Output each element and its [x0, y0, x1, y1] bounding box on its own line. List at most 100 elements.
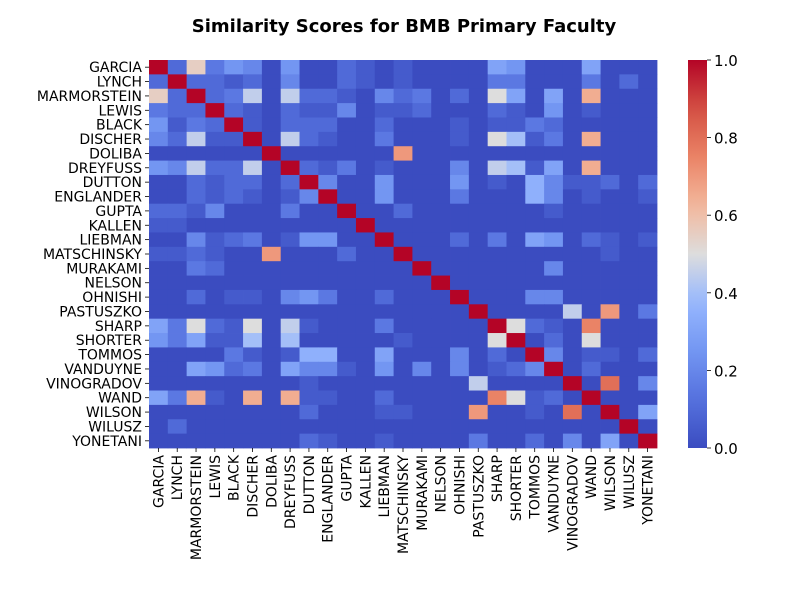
heatmap-cell — [149, 74, 169, 90]
heatmap-cell — [299, 390, 319, 406]
heatmap-cell — [261, 131, 282, 147]
heatmap-cell — [355, 203, 376, 219]
heatmap-cell — [299, 88, 319, 104]
heatmap-cell — [562, 189, 583, 205]
heatmap-cell — [450, 103, 470, 118]
heatmap-cell — [638, 275, 658, 291]
heatmap-cell — [468, 261, 489, 276]
heatmap-cell — [224, 146, 244, 161]
heatmap-cell — [337, 333, 357, 348]
heatmap-cell — [487, 232, 507, 248]
heatmap-cell — [431, 433, 451, 449]
x-tick-label: VINOGRADOV — [565, 455, 581, 551]
x-tick-label: YONETANI — [641, 455, 657, 526]
heatmap-cell — [468, 433, 489, 449]
heatmap-cell — [186, 246, 206, 262]
heatmap-cell — [224, 433, 244, 449]
heatmap-cell — [600, 318, 620, 334]
heatmap-cell — [638, 419, 658, 435]
heatmap-cell — [186, 261, 206, 276]
heatmap-cell — [224, 88, 244, 104]
heatmap-cell — [243, 203, 263, 219]
heatmap-cell — [638, 103, 658, 118]
heatmap-cell — [506, 246, 526, 262]
heatmap-cell — [487, 419, 507, 435]
heatmap-cell — [186, 232, 206, 248]
heatmap-cell — [487, 218, 507, 233]
heatmap-cell — [280, 419, 300, 435]
heatmap-cell — [544, 117, 564, 133]
heatmap-cell — [638, 347, 658, 363]
heatmap-cell — [562, 103, 583, 118]
heatmap-cell — [186, 146, 206, 161]
heatmap-cell — [525, 289, 545, 305]
heatmap-cell — [299, 117, 319, 133]
heatmap-cell — [243, 376, 263, 391]
heatmap-cell — [280, 160, 300, 176]
heatmap-cell — [431, 103, 451, 118]
heatmap-cell — [167, 218, 188, 233]
heatmap-cell — [638, 333, 658, 348]
heatmap-cell — [600, 304, 620, 320]
heatmap-cell — [374, 88, 394, 104]
heatmap-cell — [431, 218, 451, 233]
heatmap-cell — [431, 189, 451, 205]
heatmap-cell — [525, 88, 545, 104]
heatmap-cell — [205, 60, 225, 75]
heatmap-cell — [412, 275, 432, 291]
x-tick-label: GUPTA — [340, 455, 356, 502]
heatmap-cell — [581, 361, 601, 377]
heatmap-cell — [619, 232, 639, 248]
colorbar-tick-label: 0.6 — [714, 207, 738, 225]
heatmap-cell — [205, 376, 225, 391]
heatmap-cell — [544, 390, 564, 406]
heatmap-cell — [562, 203, 583, 219]
x-tick-label: MARMORSTEIN — [189, 455, 205, 560]
heatmap-cell — [525, 174, 545, 190]
heatmap-cell — [337, 74, 357, 90]
heatmap-cell — [186, 333, 206, 348]
heatmap-cell — [468, 232, 489, 248]
heatmap-cell — [280, 189, 300, 205]
heatmap-cell — [638, 232, 658, 248]
heatmap-cell — [205, 275, 225, 291]
heatmap-cell — [318, 117, 338, 133]
heatmap-cell — [525, 246, 545, 262]
heatmap-cell — [638, 160, 658, 176]
heatmap-cell — [450, 347, 470, 363]
heatmap-cell — [299, 419, 319, 435]
heatmap-cell — [544, 74, 564, 90]
heatmap-cell — [412, 361, 432, 377]
heatmap-cell — [506, 390, 526, 406]
heatmap-cell — [544, 246, 564, 262]
heatmap-cell — [299, 433, 319, 449]
heatmap-cell — [468, 203, 489, 219]
heatmap-cell — [562, 261, 583, 276]
heatmap-cell — [280, 304, 300, 320]
heatmap-cell — [581, 232, 601, 248]
heatmap-cell — [374, 318, 394, 334]
heatmap-cell — [261, 103, 282, 118]
heatmap-cell — [355, 289, 376, 305]
heatmap-cell — [581, 174, 601, 190]
x-tick-label: PASTUSZKO — [471, 455, 487, 538]
heatmap-cell — [506, 376, 526, 391]
heatmap-cell — [544, 146, 564, 161]
heatmap-cell — [186, 419, 206, 435]
heatmap-cell — [261, 433, 282, 449]
heatmap-cell — [525, 318, 545, 334]
heatmap-cell — [205, 361, 225, 377]
heatmap-cell — [468, 404, 489, 420]
heatmap-cell — [355, 174, 376, 190]
heatmap-cell — [412, 390, 432, 406]
heatmap-cell — [487, 275, 507, 291]
heatmap-cell — [431, 347, 451, 363]
heatmap-cell — [318, 218, 338, 233]
heatmap-cell — [243, 117, 263, 133]
heatmap-cell — [224, 304, 244, 320]
heatmap-cell — [431, 289, 451, 305]
heatmap-cell — [280, 390, 300, 406]
heatmap-cell — [638, 146, 658, 161]
heatmap-cell — [186, 347, 206, 363]
heatmap-cell — [506, 318, 526, 334]
